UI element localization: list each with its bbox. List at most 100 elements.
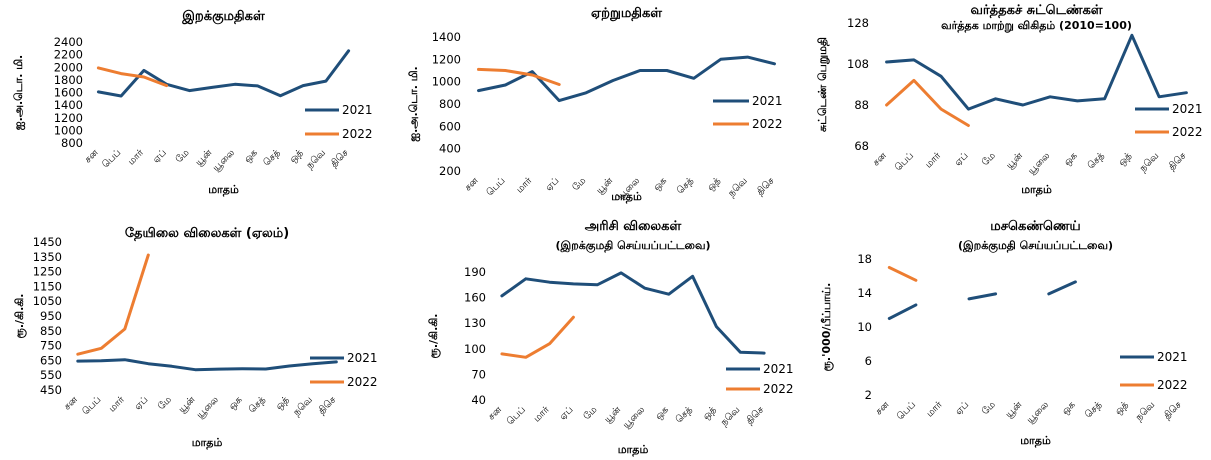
legend-label-2022: 2022 xyxy=(342,127,373,141)
y-axis-label: ரூ./கி.கி. xyxy=(13,294,27,339)
y-tick-label: 130 xyxy=(464,316,486,330)
y-tick-label: 1600 xyxy=(54,86,83,100)
x-tick-label: ஒக xyxy=(653,404,671,422)
x-axis-label: மாதம் xyxy=(1021,183,1052,197)
x-tick-label: சன xyxy=(486,404,505,423)
x-tick-label: சன xyxy=(463,175,482,194)
x-tick-label: யூலை xyxy=(1026,150,1052,176)
series-line-2021 xyxy=(885,33,1188,111)
chart-title: தேயிலை விலைகள் (ஏலம்) xyxy=(125,226,289,241)
x-tick-label: ஏப் xyxy=(558,404,576,422)
series-line-2021 xyxy=(96,49,351,98)
x-tick-label: திசெ xyxy=(1166,150,1189,173)
x-axis-label: மாதம் xyxy=(618,443,649,457)
y-tick-label: 10 xyxy=(857,320,872,334)
x-tick-label: சன xyxy=(82,147,101,166)
chart-6: மசகெண்ணெய் (இறக்குமதி செய்யப்பட்டவை) 2 6 10 1… xyxy=(820,219,1188,448)
y-tick-label: 160 xyxy=(464,291,486,305)
y-tick-label: 850 xyxy=(40,324,62,338)
y-tick-label: 70 xyxy=(471,367,486,381)
chart-title: வர்த்தகச் சுட்டெண்கள் xyxy=(970,3,1102,18)
x-tick-label: ஒக xyxy=(1062,150,1080,168)
x-tick-label: திசெ xyxy=(329,147,352,170)
x-tick-label: பெப் xyxy=(484,175,507,198)
chart-2: ஏற்றுமதிகள் 200 400 600 800 1000 1200 1400 சன பெப… xyxy=(407,6,783,204)
x-tick-label: ஏப் xyxy=(151,147,169,165)
y-tick-label: 400 xyxy=(439,142,461,156)
series-line-2021 xyxy=(477,55,776,103)
y-tick-label: 1400 xyxy=(54,98,83,112)
y-axis-label: ரூ.'000/பீப்பாய். xyxy=(820,283,834,372)
y-tick-label: 2200 xyxy=(54,48,83,62)
y-tick-label: 1250 xyxy=(33,265,62,279)
x-tick-label: மே xyxy=(980,399,998,417)
chart-title: ஏற்றுமதிகள் xyxy=(591,6,662,21)
x-tick-label: செத் xyxy=(1086,150,1108,172)
x-tick-label: நவெ xyxy=(719,404,743,428)
y-tick-label: 750 xyxy=(40,339,62,353)
y-tick-label: 68 xyxy=(854,139,869,153)
series-line-2022 xyxy=(96,66,169,88)
y-tick-label: 800 xyxy=(61,136,83,150)
x-tick-label: திசெ xyxy=(744,404,767,427)
y-tick-label: 600 xyxy=(439,119,461,133)
y-tick-label: 950 xyxy=(40,309,62,323)
legend-label-2021: 2021 xyxy=(752,94,783,108)
x-tick-label: ஒத் xyxy=(274,394,292,412)
x-tick-label: செத் xyxy=(261,147,283,169)
chart-title: இறக்குமதிகள் xyxy=(181,9,265,24)
x-tick-label: நவெ xyxy=(1137,150,1161,174)
legend-label-2022: 2022 xyxy=(763,382,794,396)
x-tick-label: நவெ xyxy=(291,394,315,418)
x-tick-label: மே xyxy=(174,147,192,165)
y-tick-label: 190 xyxy=(464,265,486,279)
x-tick-label: செத் xyxy=(247,394,269,416)
chart-4: தேயிலை விலைகள் (ஏலம்)4505506507508509501… xyxy=(13,226,378,450)
chart-1: இறக்குமதிகள்8001000120014001600180020002… xyxy=(12,9,373,197)
x-tick-label: ஏப் xyxy=(953,399,971,417)
x-tick-label: மார் xyxy=(923,150,944,171)
x-tick-label: ஒக xyxy=(242,147,260,165)
legend-label-2022: 2022 xyxy=(1172,125,1203,139)
y-tick-label: 40 xyxy=(471,393,486,407)
x-tick-label: சன xyxy=(62,394,81,413)
y-tick-label: 1000 xyxy=(432,75,461,89)
y-tick-label: 128 xyxy=(847,16,869,30)
x-tick-label: செத் xyxy=(675,175,697,197)
y-tick-label: 14 xyxy=(857,286,872,300)
legend-label-2022: 2022 xyxy=(1157,378,1188,392)
y-axis-label: ரூ./கி.கி. xyxy=(427,314,441,359)
x-tick-label: திசெ xyxy=(754,175,777,198)
x-axis-label: மாதம் xyxy=(208,183,239,197)
x-tick-label: செத் xyxy=(674,404,696,426)
legend-label-2021: 2021 xyxy=(763,362,794,376)
y-tick-label: 2400 xyxy=(54,35,83,49)
y-tick-label: 800 xyxy=(439,97,461,111)
x-tick-label: ஒத் xyxy=(705,175,723,193)
x-tick-label: நவெ xyxy=(726,175,750,199)
y-tick-label: 450 xyxy=(40,383,62,397)
chart-title: அரிசி விலைகள் xyxy=(585,219,682,234)
x-tick-label: யூலை xyxy=(194,394,220,420)
x-tick-label: ஒக xyxy=(1060,399,1078,417)
y-tick-label: 88 xyxy=(854,98,869,112)
series-line-2022 xyxy=(885,78,970,127)
x-tick-label: மார் xyxy=(531,404,552,425)
series-line-2022 xyxy=(477,67,561,86)
x-tick-label: ஒக xyxy=(227,394,245,412)
x-tick-label: மார் xyxy=(107,394,128,415)
y-tick-label: 1050 xyxy=(33,294,62,308)
x-tick-label: மார் xyxy=(924,399,945,420)
x-tick-label: யூலை xyxy=(1025,399,1051,425)
chart-subtitle: வர்த்தக மாற்று விகிதம் (2010=100) xyxy=(941,19,1132,33)
x-axis-label: மாதம் xyxy=(1020,434,1051,448)
chart-3: வர்த்தகச் சுட்டெண்கள்வர்த்தக மாற்று விகி… xyxy=(816,3,1203,197)
x-tick-label: ஒத் xyxy=(1116,150,1134,168)
y-tick-label: 650 xyxy=(40,353,62,367)
legend-label-2021: 2021 xyxy=(1157,350,1188,364)
x-tick-label: மார் xyxy=(126,147,147,168)
series-line-2021 xyxy=(76,358,338,372)
x-tick-label: மே xyxy=(581,404,599,422)
x-tick-label: ஒத் xyxy=(287,147,305,165)
